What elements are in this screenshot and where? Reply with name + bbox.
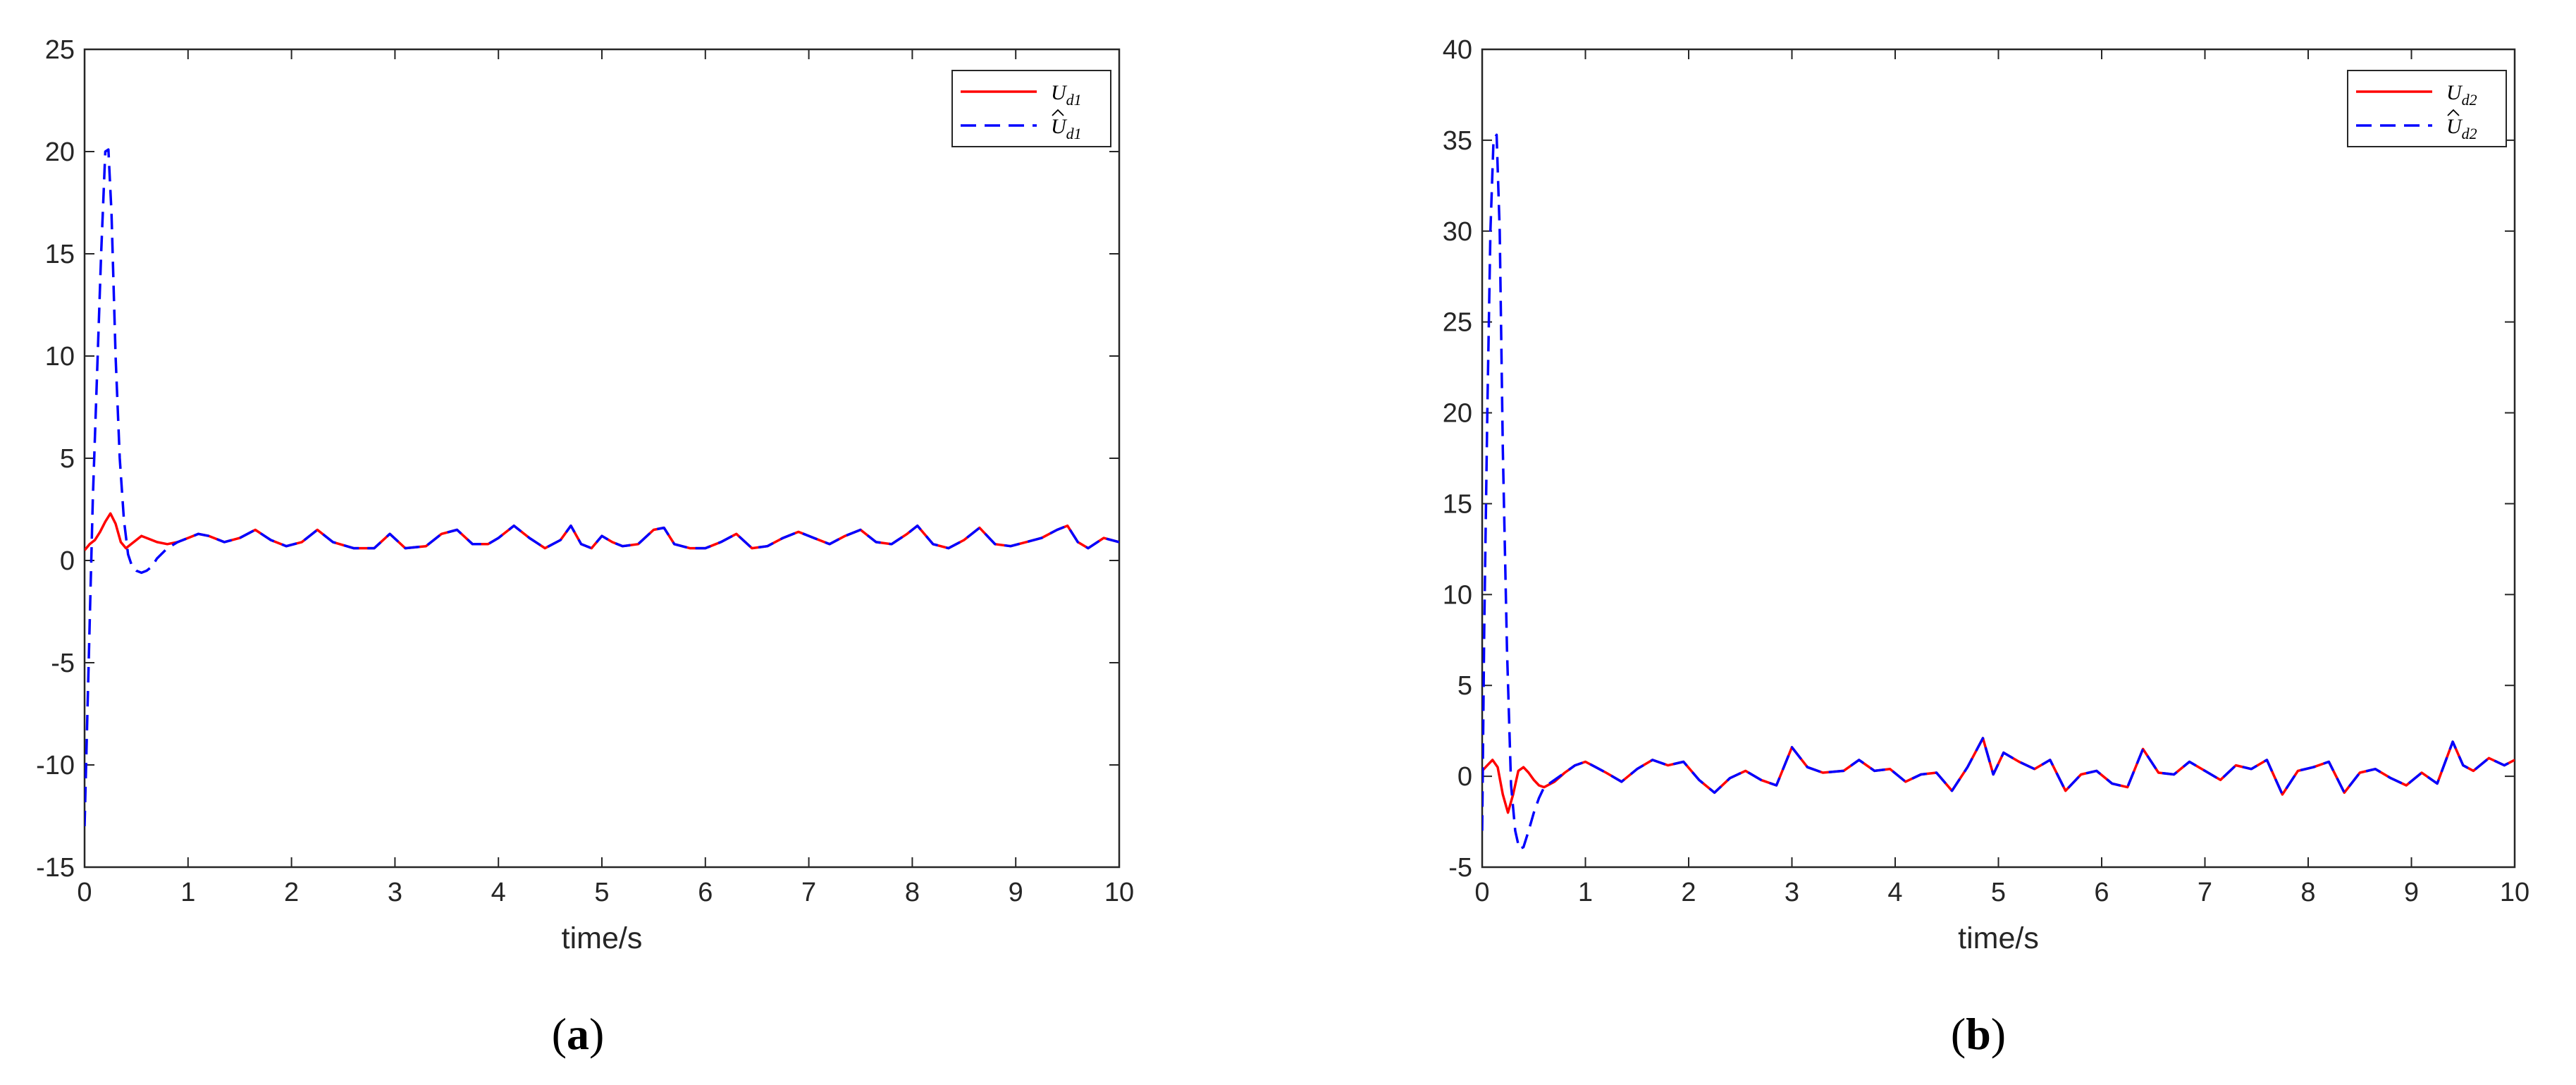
y-tick-label: 40	[1443, 35, 1472, 65]
x-tick-label: 7	[801, 878, 816, 907]
legend-sub: d1	[1066, 125, 1082, 142]
figure-caption: (a)	[552, 1009, 605, 1059]
x-tick-label: 4	[1887, 878, 1902, 907]
legend-base: U	[2446, 115, 2463, 138]
chart-a: 0 1 2 3 4 5 6 7 8 9 10-15-10-50510152025time/sUd1U…	[36, 35, 1134, 1059]
legend-sub: d2	[2462, 125, 2477, 142]
y-tick-label: 25	[45, 35, 75, 65]
x-axis-label: time/s	[562, 921, 643, 955]
y-tick-label: -10	[36, 751, 75, 780]
y-tick-label: 0	[1458, 762, 1472, 792]
legend-entry-1: Ud2	[2446, 115, 2477, 142]
legend-base: U	[1051, 81, 1068, 104]
x-tick-label: 7	[2198, 878, 2212, 907]
legend-entry-1: Ud1	[1051, 115, 1082, 142]
legend-sub: d1	[1066, 91, 1082, 109]
y-tick-label: 20	[45, 137, 75, 167]
x-tick-label: 8	[2300, 878, 2315, 907]
y-tick-label: 25	[1443, 308, 1472, 338]
hat-accent-icon	[1052, 109, 1064, 116]
figure-caption: (b)	[1951, 1009, 2006, 1059]
y-tick-label: 30	[1443, 217, 1472, 247]
y-tick-label: -5	[51, 649, 75, 678]
y-tick-label: 5	[1458, 671, 1472, 701]
x-tick-label: 9	[2404, 878, 2419, 907]
x-tick-label: 8	[905, 878, 920, 907]
legend-box	[951, 70, 1111, 147]
y-tick-label: 15	[1443, 489, 1472, 519]
plot-area	[83, 48, 1121, 869]
y-tick-label: 0	[60, 546, 75, 576]
x-tick-label: 0	[77, 878, 92, 907]
y-tick-label: -15	[36, 853, 75, 883]
plot-area	[1481, 48, 2516, 869]
chart-b: 0 1 2 3 4 5 6 7 8 9 10-50510152025303540time/sUd2U…	[1443, 35, 2529, 1059]
x-tick-label: 9	[1009, 878, 1023, 907]
y-tick-label: 10	[1443, 580, 1472, 610]
legend-box	[2347, 70, 2507, 147]
caption-letter: a	[567, 1009, 589, 1059]
legend-entry-0: Ud1	[1051, 81, 1082, 109]
y-tick-label: 10	[45, 342, 75, 372]
hat-accent-icon	[2447, 109, 2460, 116]
x-tick-label: 1	[1578, 878, 1593, 907]
x-tick-label: 0	[1474, 878, 1489, 907]
caption-letter: b	[1966, 1009, 1991, 1059]
legend-base: U	[2446, 81, 2463, 104]
x-tick-label: 2	[284, 878, 299, 907]
x-tick-label: 3	[1785, 878, 1799, 907]
x-tick-label: 10	[1104, 878, 1134, 907]
y-tick-label: 20	[1443, 399, 1472, 429]
x-tick-label: 2	[1681, 878, 1696, 907]
x-tick-label: 3	[388, 878, 402, 907]
x-tick-label: 4	[491, 878, 506, 907]
legend-entry-0: Ud2	[2446, 81, 2477, 109]
y-tick-label: 35	[1443, 126, 1472, 156]
y-tick-label: -5	[1448, 853, 1472, 883]
series-line-1	[85, 148, 1119, 827]
x-tick-label: 6	[2094, 878, 2109, 907]
x-tick-label: 6	[698, 878, 713, 907]
y-tick-label: 5	[60, 444, 75, 474]
x-axis-label: time/s	[1958, 921, 2039, 955]
x-tick-label: 5	[594, 878, 609, 907]
y-tick-label: 15	[45, 240, 75, 269]
x-tick-label: 1	[180, 878, 195, 907]
x-tick-label: 5	[1991, 878, 2006, 907]
legend-sub: d2	[2462, 91, 2477, 109]
series-line-1	[1482, 133, 2515, 850]
legend-base: U	[1051, 115, 1068, 138]
x-tick-label: 10	[2500, 878, 2529, 907]
